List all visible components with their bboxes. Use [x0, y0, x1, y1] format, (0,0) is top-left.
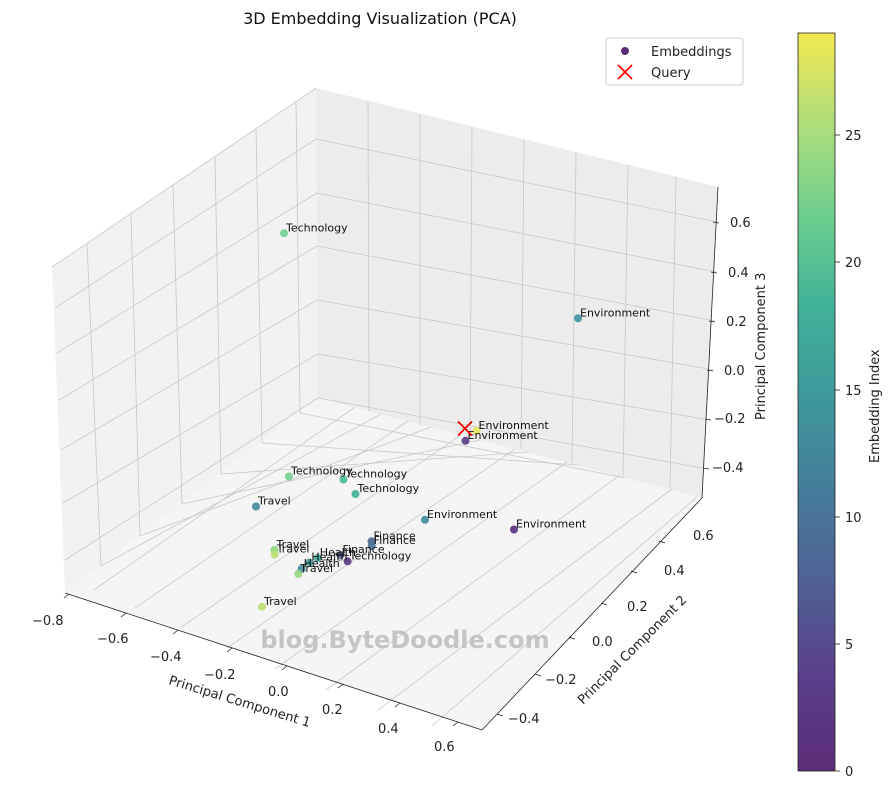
query-marker: [457, 420, 473, 437]
z-tick-label: −0.4: [712, 461, 744, 476]
embedding-point: [294, 569, 303, 578]
y-tick-label: 0.0: [592, 635, 613, 650]
embedding-point: [270, 550, 279, 559]
y-tick-labels: −0.4 −0.2 0.0 0.2 0.4 0.6: [508, 529, 714, 727]
z-axis-line: [701, 186, 719, 499]
back-wall-pane: [316, 88, 718, 498]
embedding-point: [343, 557, 352, 566]
embedding-point: [510, 525, 518, 534]
embedding-point: [472, 426, 481, 435]
point-label: Finance: [343, 543, 385, 556]
point-label: Technology: [357, 482, 420, 495]
point-label: Technology: [285, 221, 348, 234]
embedding-point: [351, 490, 360, 498]
x-tick-label: 0.0: [268, 685, 289, 700]
point-label: Travel: [276, 538, 310, 551]
x-tick-label: −0.8: [32, 614, 64, 629]
point-label: Technology: [345, 468, 408, 481]
colorbar-tick-label: 15: [845, 384, 862, 399]
embedding-point: [285, 472, 293, 481]
point-label: Environment: [516, 518, 587, 531]
embedding-point: [421, 515, 429, 524]
embedding-point: [367, 542, 376, 551]
point-label: Environment: [427, 508, 498, 521]
axes-panes: [52, 88, 718, 730]
point-label: Health: [320, 546, 356, 559]
y-tick-label: −0.4: [508, 712, 540, 727]
point-label: Finance: [374, 529, 416, 542]
z-tick-label: −0.2: [714, 412, 746, 427]
z-tick-label: 0.0: [724, 364, 745, 379]
point-label: Health: [304, 557, 340, 570]
legend: Embeddings Query: [605, 37, 744, 86]
point-label: Technology: [290, 465, 353, 478]
floor-pane: [65, 398, 702, 730]
z-tick-label: 0.4: [728, 266, 749, 281]
point-label: Travel: [276, 543, 310, 556]
embedding-point: [339, 475, 348, 484]
z-tick-label: 0.6: [730, 216, 751, 231]
point-label: Health: [311, 551, 347, 564]
embedding-point: [258, 602, 266, 611]
x-tick-label: 0.6: [434, 740, 455, 755]
y-tick-label: 0.4: [664, 564, 685, 579]
point-label: Technology: [349, 549, 412, 562]
tick-marks: [63, 221, 720, 727]
axis-lines: [64, 186, 719, 731]
colorbar-label: Embedding Index: [868, 349, 883, 463]
x-axis-line: [64, 592, 483, 731]
embedding-point: [461, 436, 470, 445]
y-tick-label: −0.2: [545, 673, 577, 688]
legend-embeddings-marker: [621, 47, 629, 55]
point-label: Travel: [263, 595, 297, 608]
point-label: Travel: [299, 562, 333, 575]
z-tick-label: 0.2: [726, 315, 747, 330]
query-marker-stroke: [457, 420, 473, 437]
embedding-point: [336, 551, 345, 559]
legend-embeddings-label: Embeddings: [651, 45, 732, 60]
colorbar-tick-label: 0: [845, 765, 853, 780]
colorbar-tick-label: 5: [845, 638, 853, 653]
point-label: Environment: [580, 306, 651, 319]
grid-lines: [51, 87, 718, 727]
x-tick-label: −0.6: [97, 632, 129, 647]
embedding-point: [313, 553, 322, 562]
z-axis-label: Principal Component 3: [754, 273, 769, 420]
left-wall-pane: [52, 88, 318, 593]
legend-query-label: Query: [651, 66, 691, 81]
x-tick-label: 0.2: [322, 703, 343, 718]
embedding-point: [305, 558, 314, 567]
chart-title: 3D Embedding Visualization (PCA): [243, 9, 517, 28]
embedding-point: [574, 314, 582, 323]
data-points: TechnologyEnvironmentEnvironmentEnvironm…: [252, 221, 651, 611]
point-label: Environment: [479, 419, 550, 432]
colorbar-tick-label: 20: [845, 256, 862, 271]
embedding-point: [280, 229, 288, 238]
x-tick-labels: −0.8 −0.6 −0.4 −0.2 0.0 0.2 0.4 0.6: [32, 614, 455, 755]
colorbar-tick-label: 10: [845, 511, 862, 526]
legend-query-marker: [617, 64, 633, 80]
z-tick-labels: −0.4 −0.2 0.0 0.2 0.4 0.6: [712, 216, 751, 476]
y-tick-label: 0.6: [693, 529, 714, 544]
x-tick-label: −0.2: [204, 668, 236, 683]
point-label: Environment: [468, 429, 539, 442]
embedding-point: [252, 502, 260, 511]
watermark: blog.ByteDoodle.com: [260, 626, 549, 654]
y-axis-line: [481, 497, 703, 731]
x-tick-label: 0.4: [378, 722, 399, 737]
colorbar: 0 5 10 15 20 25 Embedding Index: [797, 32, 883, 780]
colorbar-gradient: [797, 32, 836, 772]
colorbar-tick-label: 25: [845, 129, 862, 144]
point-label: Travel: [257, 495, 291, 508]
x-axis-label: Principal Component 1: [167, 673, 312, 730]
y-tick-label: 0.2: [627, 600, 648, 615]
x-tick-label: −0.4: [150, 650, 182, 665]
point-label: Finance: [374, 534, 416, 547]
